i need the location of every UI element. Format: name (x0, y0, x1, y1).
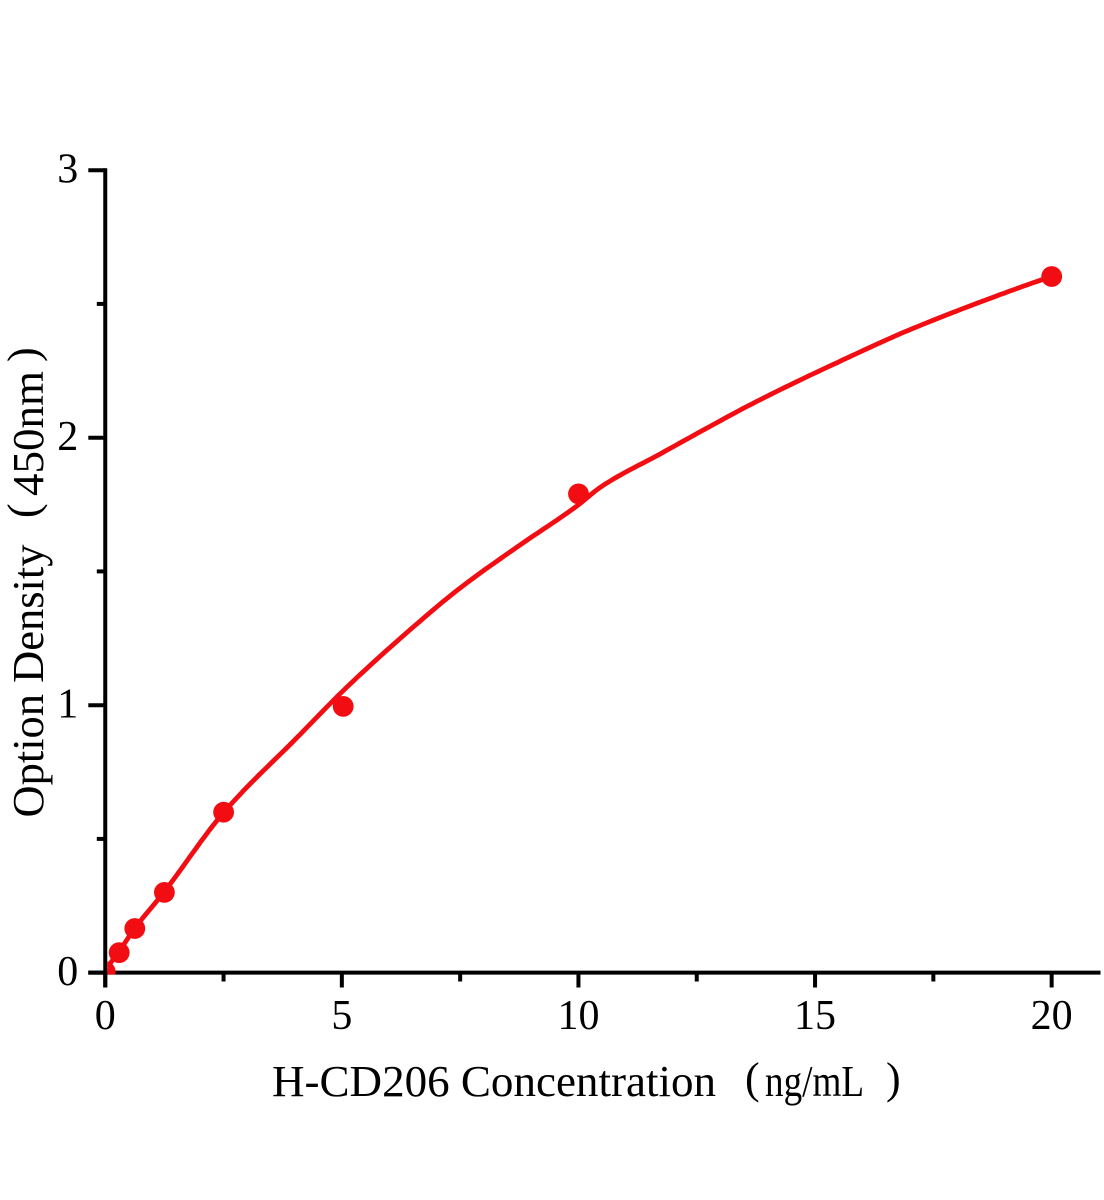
svg-text:): ) (0, 347, 48, 362)
svg-text:Option Density: Option Density (4, 545, 53, 818)
svg-text:5: 5 (331, 993, 352, 1039)
svg-text:15: 15 (794, 993, 836, 1039)
svg-text:): ) (886, 1054, 901, 1103)
svg-text:10: 10 (557, 993, 599, 1039)
svg-text:20: 20 (1031, 993, 1073, 1039)
svg-text:2: 2 (57, 414, 78, 460)
svg-text:H-CD206 Concentration: H-CD206 Concentration (272, 1057, 716, 1106)
svg-text:0: 0 (57, 949, 78, 995)
svg-text:0: 0 (95, 993, 116, 1039)
svg-text:ng/mL: ng/mL (765, 1057, 864, 1106)
svg-text:(: ( (745, 1054, 760, 1103)
svg-text:3: 3 (57, 147, 78, 193)
svg-text:450nm: 450nm (4, 371, 53, 496)
svg-text:1: 1 (57, 682, 78, 728)
svg-text:(: ( (0, 503, 48, 518)
